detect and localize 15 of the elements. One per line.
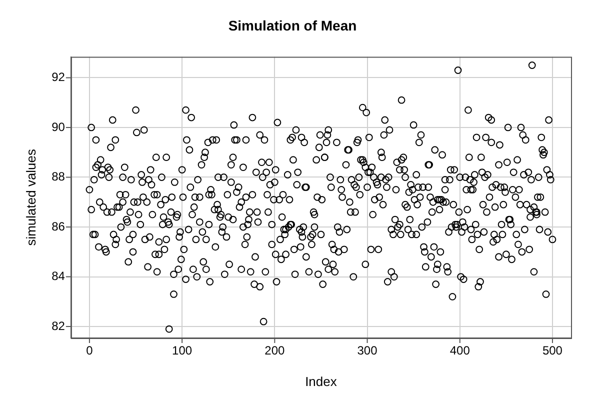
x-tick-label: 0: [86, 344, 94, 358]
y-tick-label: 88: [52, 170, 66, 184]
x-tick-label: 500: [542, 344, 563, 358]
y-tick-label: 90: [52, 120, 66, 134]
x-tick-label: 300: [357, 344, 378, 358]
x-tick-label: 200: [264, 344, 286, 358]
y-axis-title: simulated values: [23, 148, 38, 246]
y-tick-label: 82: [52, 318, 66, 333]
y-tick-label: 84: [52, 269, 66, 284]
x-tick-label: 100: [172, 344, 192, 358]
chart-title: Simulation of Mean: [228, 17, 357, 34]
x-axis-title: Index: [305, 374, 338, 389]
y-tick-label: 86: [52, 219, 66, 234]
y-tick-label: 92: [52, 70, 66, 84]
x-tick-label: 400: [450, 344, 470, 358]
